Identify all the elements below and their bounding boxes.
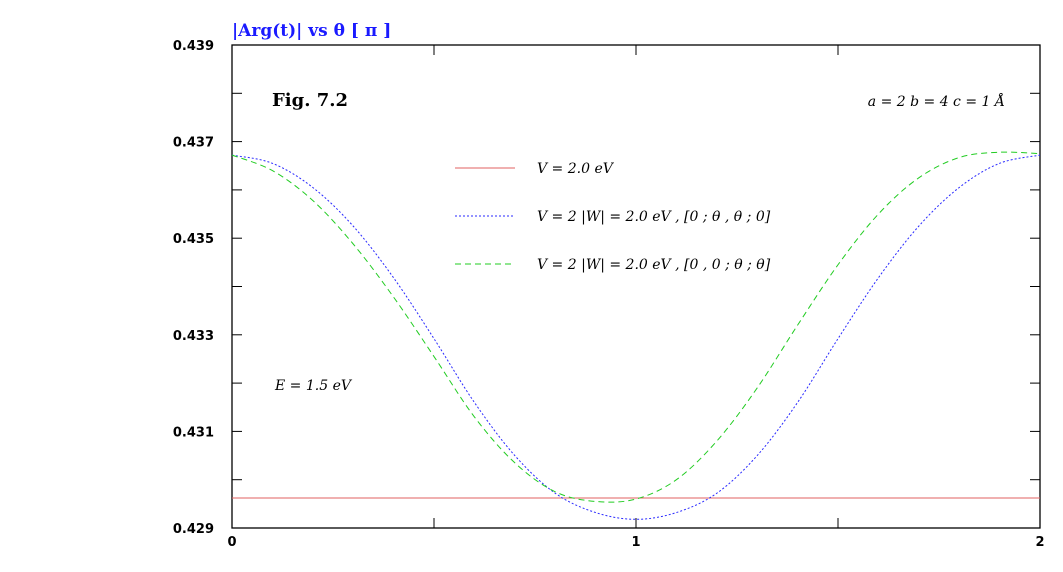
geometry-annotation: a = 2 b = 4 c = 1 Å (868, 92, 1005, 110)
plot-frame (231, 44, 1041, 529)
y-tick-label: 0.439 (173, 39, 214, 54)
y-axis-title: |Arg(t)| vs θ [ π ] (232, 21, 391, 41)
series-layer (231, 151, 1041, 520)
figure-label: Fig. 7.2 (272, 90, 348, 111)
x-tick-label: 0 (227, 535, 236, 550)
y-tick-label: 0.437 (173, 136, 214, 151)
x-tick-label: 1 (631, 535, 640, 550)
legend-label: V = 2 |W| = 2.0 eV , [0 , 0 ; θ ; θ] (537, 257, 771, 273)
y-tick-label: 0.429 (173, 522, 214, 537)
y-tick-label: 0.433 (173, 329, 214, 344)
x-tick-label: 2 (1035, 535, 1044, 550)
legend-label: V = 2.0 eV (537, 161, 615, 177)
legend-label: V = 2 |W| = 2.0 eV , [0 ; θ , θ ; 0] (537, 209, 771, 225)
axis-ticks: 0.429 0.431 0.433 0.435 0.437 0.439 0 1 2 (173, 39, 1045, 550)
energy-annotation: E = 1.5 eV (274, 378, 353, 394)
legend: V = 2.0 eV V = 2 |W| = 2.0 eV , [0 ; θ , … (455, 161, 771, 273)
y-tick-label: 0.431 (173, 425, 214, 440)
y-tick-label: 0.435 (173, 232, 214, 247)
series-line-w-inner (231, 151, 1041, 503)
